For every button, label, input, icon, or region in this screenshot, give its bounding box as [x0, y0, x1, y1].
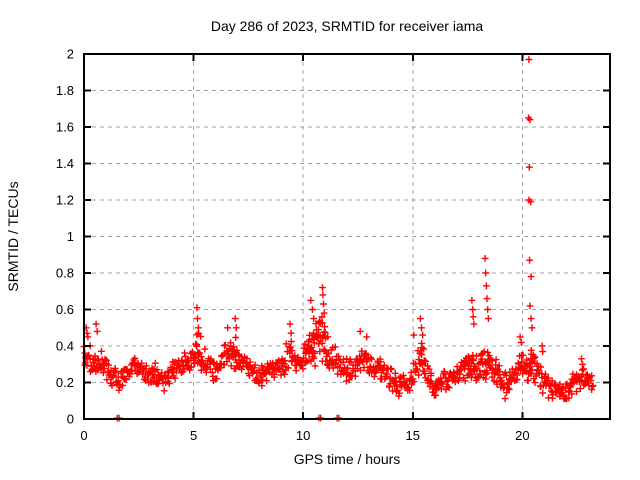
y-tick-label: 1.2 — [56, 193, 74, 208]
y-tick-labels: 0 0.2 0.4 0.6 0.8 1 1.2 1.4 1.6 1.8 2 — [56, 47, 74, 427]
y-axis-label: SRMTID / TECUs — [5, 181, 21, 291]
axis-tick-marks — [83, 53, 610, 420]
y-tick-label: 0.4 — [56, 339, 74, 354]
x-tick-labels: 0 5 10 15 20 — [80, 428, 529, 443]
x-axis-label: GPS time / hours — [294, 451, 401, 467]
y-tick-label: 1 — [67, 229, 74, 244]
y-tick-label: 2 — [67, 47, 74, 62]
tick-marks-path — [83, 53, 610, 420]
x-tick-label: 20 — [515, 428, 529, 443]
y-tick-label: 0.8 — [56, 266, 74, 281]
chart-title: Day 286 of 2023, SRMTID for receiver iam… — [211, 18, 484, 34]
y-tick-label: 0.2 — [56, 375, 74, 390]
data-points-path — [80, 56, 597, 422]
x-tick-label: 15 — [406, 428, 420, 443]
y-tick-label: 0.6 — [56, 302, 74, 317]
scatter-points — [80, 56, 597, 422]
y-gridlines — [84, 90, 610, 383]
y-tick-label: 0 — [67, 412, 74, 427]
y-tick-label: 1.6 — [56, 120, 74, 135]
y-tick-label: 1.8 — [56, 83, 74, 98]
x-tick-label: 10 — [296, 428, 310, 443]
x-tick-label: 5 — [190, 428, 197, 443]
x-tick-label: 0 — [80, 428, 87, 443]
y-tick-label: 1.4 — [56, 156, 74, 171]
